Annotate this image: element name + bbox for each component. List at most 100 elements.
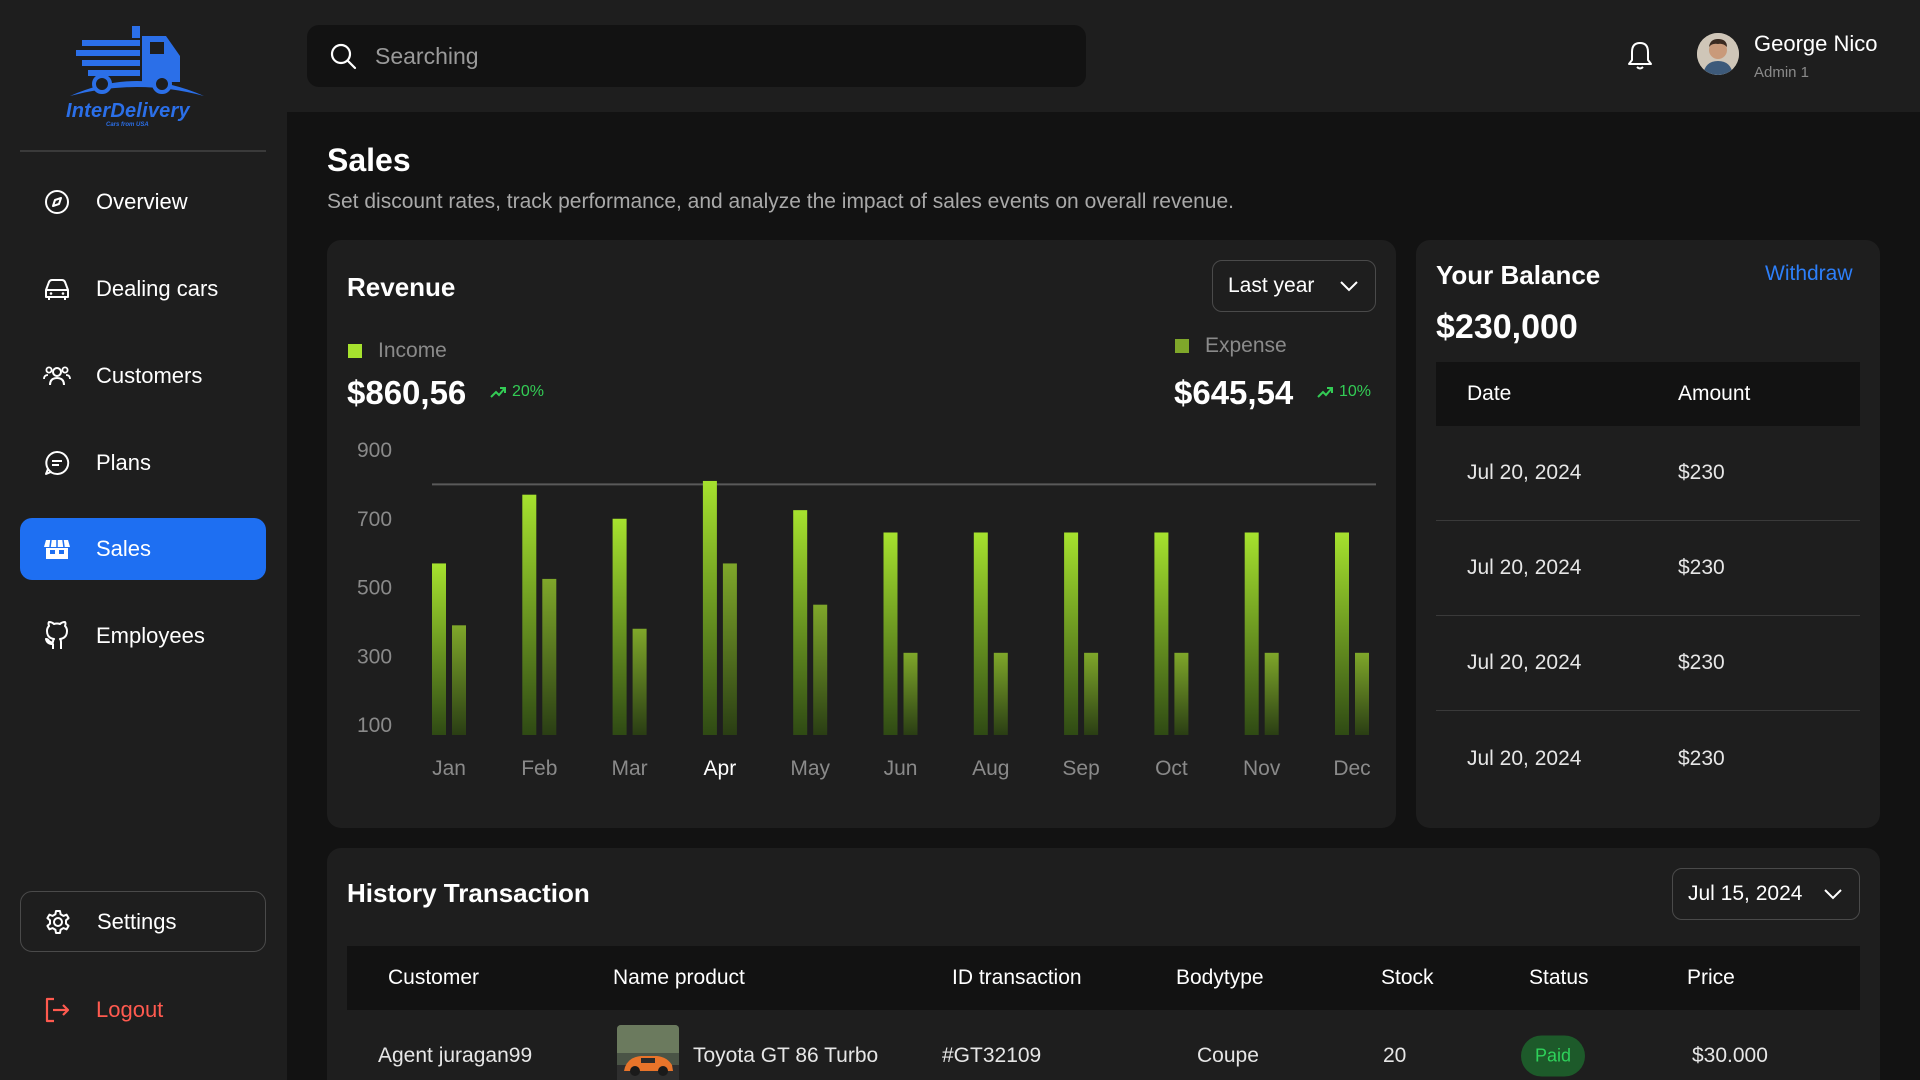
income-bar[interactable]: [612, 518, 627, 735]
income-trend-value: 20%: [512, 383, 545, 400]
income-trend: 20%: [490, 383, 544, 401]
expense-bar[interactable]: [1264, 652, 1279, 735]
logout-icon: [42, 995, 72, 1025]
user-role: Admin 1: [1754, 64, 1810, 81]
expense-bar[interactable]: [1174, 652, 1189, 735]
user-name[interactable]: George Nico: [1754, 31, 1878, 56]
notification-bell-icon[interactable]: [1626, 40, 1656, 72]
expense-bar[interactable]: [993, 652, 1008, 735]
column-header-status: Status: [1529, 966, 1589, 989]
expense-trend-value: 10%: [1339, 383, 1372, 400]
page-title: Sales: [327, 142, 411, 178]
column-header-bodytype: Bodytype: [1176, 966, 1264, 989]
period-select-value: Last year: [1228, 274, 1315, 297]
sidebar-item-dealing-cars[interactable]: Dealing cars: [20, 258, 266, 320]
product-thumbnail: [617, 1025, 679, 1080]
sidebar-item-label: Overview: [96, 189, 188, 214]
revenue-card: Revenue Last year Income $860,56 20% Exp…: [327, 240, 1396, 828]
income-bar[interactable]: [973, 532, 988, 736]
balance-row-date: Jul 20, 2024: [1467, 746, 1582, 770]
balance-row-amount: $230: [1678, 461, 1725, 484]
date-select-value: Jul 15, 2024: [1688, 882, 1803, 905]
expense-trend: 10%: [1317, 383, 1371, 401]
income-bar[interactable]: [432, 563, 446, 735]
car-icon: [42, 274, 72, 304]
search-icon: [329, 41, 359, 71]
sidebar-item-plans[interactable]: Plans: [20, 432, 266, 494]
balance-row[interactable]: Jul 20, 2024 $230: [1436, 521, 1860, 616]
income-bar[interactable]: [883, 532, 898, 736]
income-bar[interactable]: [1064, 532, 1079, 736]
expense-bar[interactable]: [1084, 652, 1099, 735]
brand-logo[interactable]: InterDelivery Cars from USA: [62, 26, 212, 132]
column-header-price: Price: [1687, 966, 1735, 989]
balance-title: Your Balance: [1436, 260, 1601, 290]
income-legend-swatch: [348, 344, 362, 358]
y-tick-label: 300: [357, 645, 392, 668]
column-header-customer: Customer: [388, 966, 480, 989]
github-icon: [42, 621, 72, 651]
revenue-chart: 900 700 500 300 100 Jan Feb Mar Apr May Jun Aug Sep O…: [357, 439, 1376, 780]
logout-button[interactable]: Logout: [20, 980, 163, 1040]
search-bar[interactable]: [307, 25, 1086, 87]
period-select[interactable]: Last year: [1212, 260, 1376, 312]
x-tick-label: Jan: [432, 757, 466, 780]
sidebar-item-customers[interactable]: Customers: [20, 345, 266, 407]
sidebar-item-sales[interactable]: Sales: [20, 518, 266, 580]
sidebar-item-overview[interactable]: Overview: [20, 171, 266, 233]
history-card: History Transaction Jul 15, 2024 Custome…: [327, 848, 1880, 1080]
y-tick-label: 700: [357, 508, 392, 531]
column-header-amount: Amount: [1678, 382, 1751, 405]
income-bar[interactable]: [1154, 532, 1169, 736]
topbar: George Nico Admin 1: [287, 0, 1920, 112]
expense-bar[interactable]: [632, 628, 647, 735]
history-title: History Transaction: [347, 878, 590, 908]
income-bar[interactable]: [522, 494, 537, 735]
revenue-title: Revenue: [347, 272, 456, 302]
row-stock: 20: [1383, 1044, 1407, 1067]
page-subtitle: Set discount rates, track performance, a…: [327, 190, 1234, 213]
income-bar[interactable]: [1244, 532, 1259, 736]
expense-bar[interactable]: [1355, 652, 1369, 735]
sidebar-item-employees[interactable]: Employees: [20, 605, 266, 667]
sidebar-item-label: Dealing cars: [96, 276, 219, 301]
search-input[interactable]: [375, 42, 1035, 70]
shop-icon: [42, 534, 72, 564]
sidebar-item-label: Customers: [96, 363, 203, 388]
table-row[interactable]: Agent juragan99 Toyota GT 86 Turbo #GT32…: [347, 1010, 1860, 1080]
x-tick-label: Mar: [612, 757, 648, 780]
sidebar-item-label: Plans: [96, 450, 152, 475]
avatar[interactable]: [1697, 33, 1739, 75]
balance-row[interactable]: Jul 20, 2024 $230: [1436, 426, 1860, 521]
x-tick-label: Feb: [521, 757, 557, 780]
balance-row[interactable]: Jul 20, 2024 $230: [1436, 616, 1860, 711]
expense-value: $645,54: [1174, 374, 1294, 411]
income-value: $860,56: [347, 374, 467, 411]
x-tick-label: May: [790, 757, 830, 780]
x-tick-label: Nov: [1243, 757, 1281, 780]
expense-bar[interactable]: [722, 563, 737, 735]
date-select[interactable]: Jul 15, 2024: [1672, 868, 1860, 920]
income-bar[interactable]: [793, 510, 808, 735]
chevron-down-icon: [1337, 274, 1361, 298]
chevron-down-icon: [1821, 882, 1845, 906]
balance-amount: $230,000: [1436, 308, 1578, 346]
settings-button[interactable]: Settings: [20, 891, 266, 952]
status-badge: Paid: [1521, 1035, 1586, 1077]
column-header-date: Date: [1467, 382, 1512, 405]
y-tick-label: 900: [357, 439, 392, 462]
balance-table-header: Date Amount: [1436, 362, 1860, 426]
expense-bar[interactable]: [903, 652, 918, 735]
row-customer: Agent juragan99: [378, 1044, 533, 1067]
settings-label: Settings: [97, 908, 177, 934]
income-bar[interactable]: [702, 480, 717, 735]
gear-icon: [43, 907, 73, 937]
expense-bar[interactable]: [813, 604, 828, 735]
withdraw-link[interactable]: Withdraw: [1765, 262, 1853, 285]
balance-row[interactable]: Jul 20, 2024 $230: [1436, 711, 1860, 806]
expense-bar[interactable]: [452, 625, 466, 735]
x-tick-label: Dec: [1333, 757, 1370, 780]
expense-bar[interactable]: [542, 578, 557, 735]
balance-card: Your Balance Withdraw $230,000 Date Amou…: [1416, 240, 1880, 828]
income-bar[interactable]: [1335, 532, 1349, 736]
